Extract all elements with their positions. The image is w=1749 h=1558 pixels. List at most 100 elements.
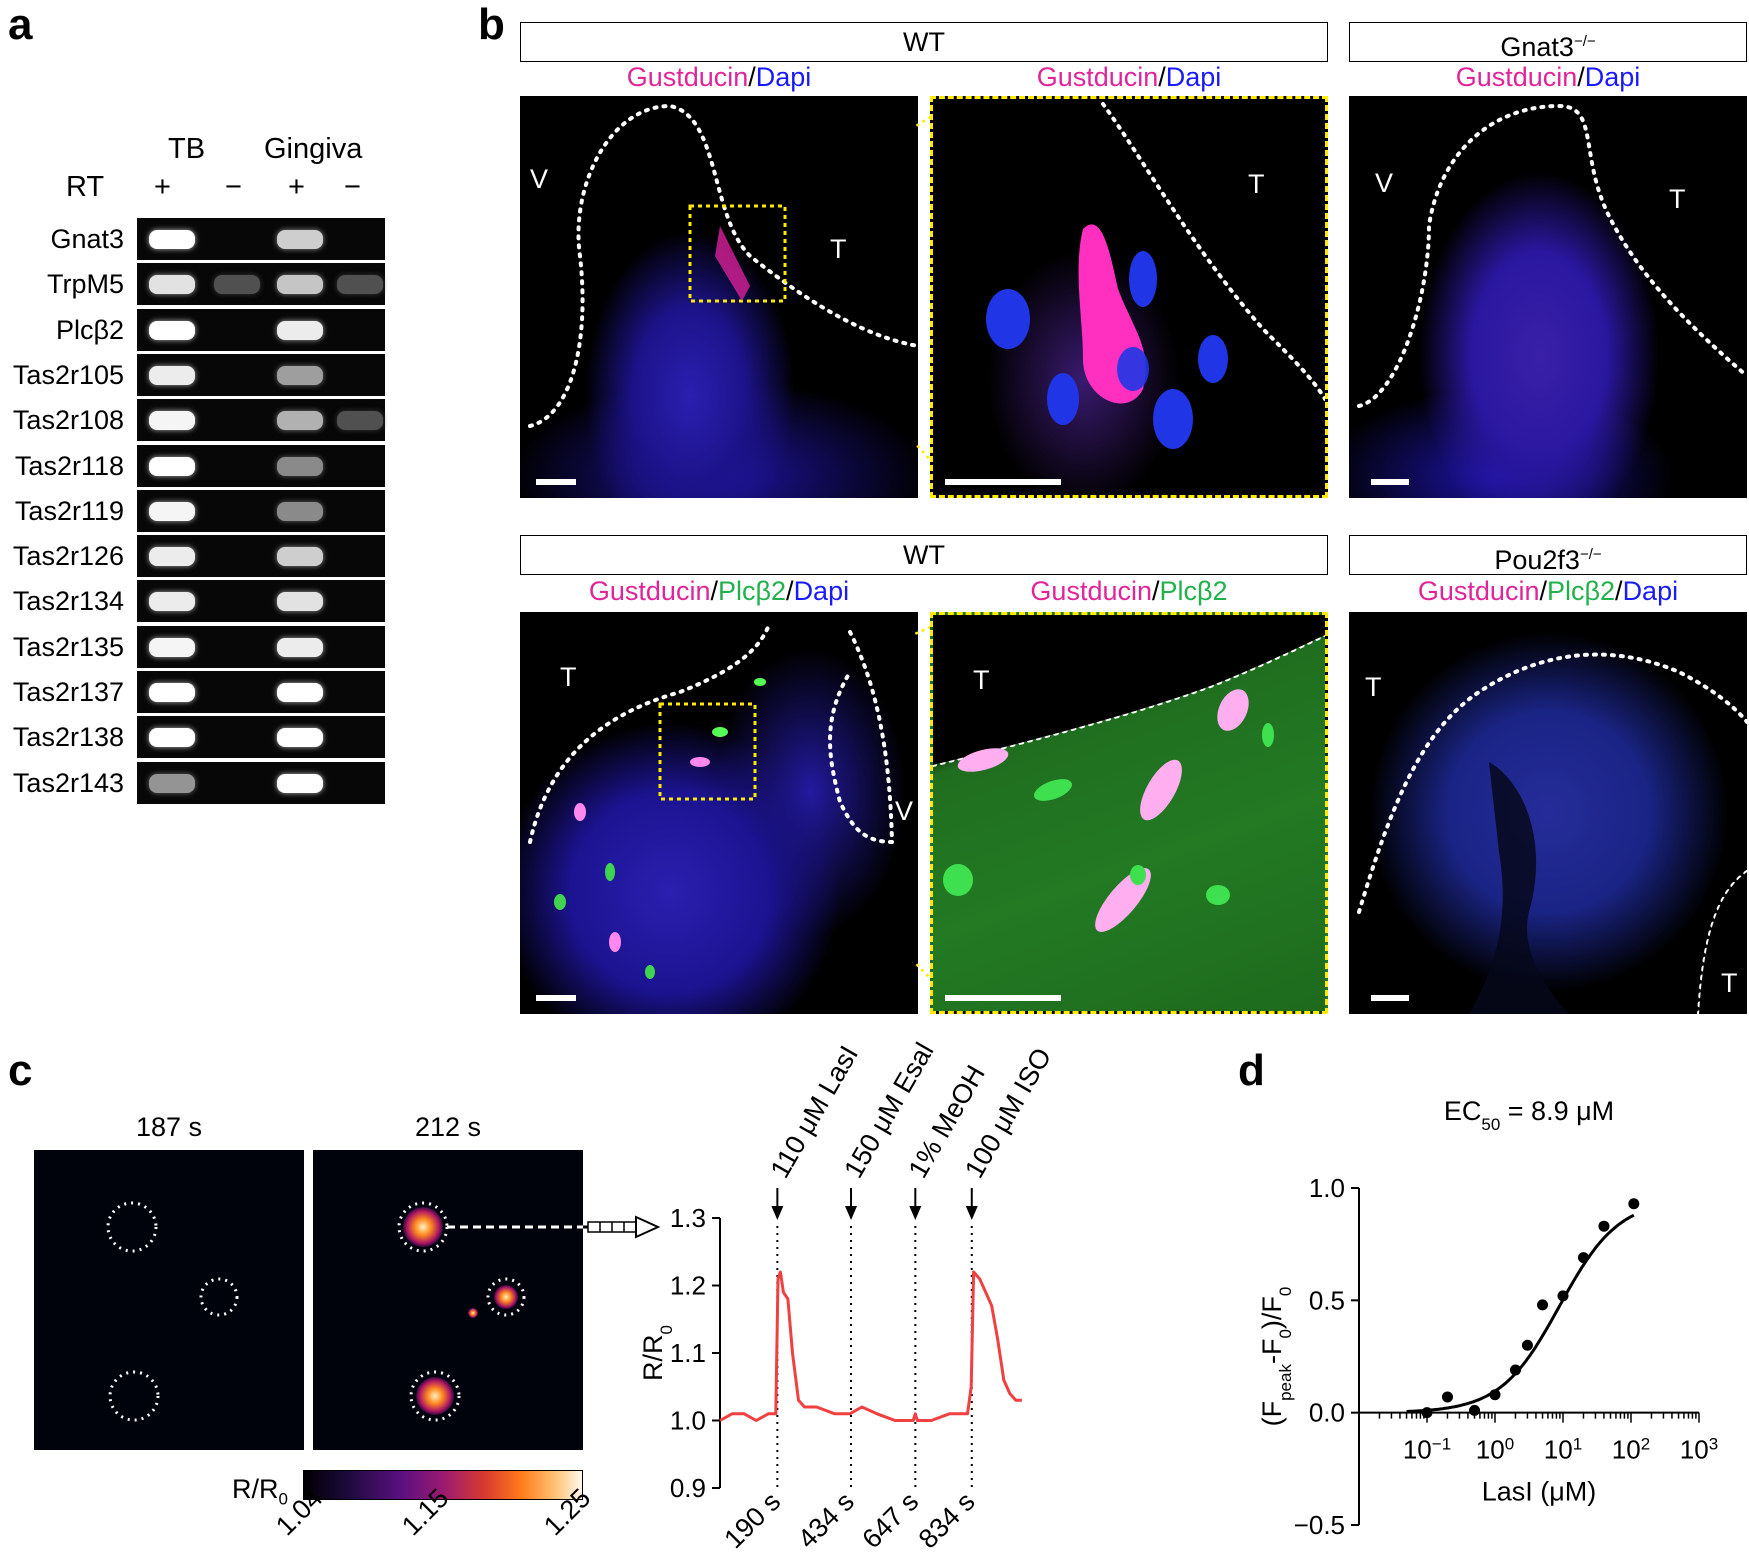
time-label-187: 187 s <box>135 1112 203 1142</box>
gel-band <box>149 230 195 249</box>
gel-band <box>277 547 323 567</box>
panel-letter-a: a <box>8 0 33 49</box>
y-tick-label: 1.1 <box>670 1338 706 1368</box>
y-tick-label: 1.0 <box>670 1406 706 1436</box>
data-point <box>1598 1220 1610 1232</box>
gel-band <box>337 411 383 431</box>
y-axis-label-part: -F <box>1257 1339 1287 1364</box>
event-tick-label: 647 s <box>856 1486 924 1554</box>
calcium-image-187s <box>34 1150 304 1450</box>
gel-band <box>149 637 195 657</box>
y-axis-label-part: )/F <box>1257 1296 1287 1329</box>
gel-lane-strip <box>137 761 385 804</box>
gel-band <box>277 501 323 521</box>
y-axis-label-part: 0 <box>1276 1287 1295 1296</box>
event-arrow-head <box>771 1206 784 1220</box>
micrograph-wt-gustducin: V T <box>520 96 918 498</box>
y-tick-label: 1.2 <box>670 1271 706 1301</box>
event-label: 100 μM ISO <box>959 1043 1057 1183</box>
stain-gustducin: Gustducin <box>1036 62 1159 92</box>
gel-row-label: TrpM5 <box>46 269 124 300</box>
gel-band <box>149 456 195 476</box>
label-v: V <box>1375 168 1394 198</box>
header-wt-row1: WT <box>520 22 1328 62</box>
data-point <box>1557 1290 1569 1302</box>
gel-band <box>277 728 323 748</box>
y-tick-label: 0.9 <box>670 1473 706 1503</box>
gel-rt-sign-3: + <box>288 171 305 203</box>
y-axis-label-part: peak <box>1276 1364 1295 1401</box>
stain-slash: / <box>1539 576 1547 606</box>
gel-band <box>277 411 323 431</box>
label-t: T <box>560 662 577 692</box>
gel-band <box>337 275 383 295</box>
panel-letter-b: b <box>478 0 505 49</box>
stain-gustducin: Gustducin <box>1455 62 1578 92</box>
stain-slash: / <box>1152 576 1160 606</box>
dose-response-chart: EC50 = 8.9 μM−0.50.00.51.010−1 100 101 102 1… <box>1257 1096 1718 1540</box>
label-t: T <box>1669 184 1686 214</box>
chart-title-sub: 50 <box>1481 1115 1500 1134</box>
stain-plcb2: Plcβ2 <box>717 576 787 606</box>
stain-dapi: Dapi <box>755 62 812 92</box>
data-point <box>1521 1339 1533 1351</box>
gnat3-ko-sup: −/− <box>1573 33 1596 50</box>
stain-slash: / <box>748 62 756 92</box>
scale-bar <box>1371 995 1409 1001</box>
gel-lane-strip <box>137 489 385 532</box>
pou2f3-ko-name: Pou2f3 <box>1494 545 1580 575</box>
stain-slash: / <box>1615 576 1623 606</box>
gel-col-group-gingiva: Gingiva <box>264 133 363 165</box>
gel-band <box>277 456 323 476</box>
stain-slash: / <box>786 576 794 606</box>
x-tick-exponent: 0 <box>1505 1434 1514 1453</box>
data-point <box>1469 1404 1481 1416</box>
header-pou2f3-ko: Pou2f3−/− <box>1349 535 1747 575</box>
gel-lane-strip <box>137 399 385 442</box>
stain-plcb2: Plcβ2 <box>1159 576 1228 606</box>
data-point <box>1421 1407 1433 1419</box>
event-arrow-head <box>965 1206 978 1220</box>
stain-plcb2: Plcβ2 <box>1546 576 1616 606</box>
colorbar-label-text: R/R <box>232 1474 279 1504</box>
y-axis-label: (Fpeak-F0)/F0 <box>1257 1287 1295 1427</box>
x-tick-exponent: 3 <box>1709 1434 1718 1453</box>
panel-letter-d: d <box>1238 1046 1265 1095</box>
header-wt-row2: WT <box>520 535 1328 575</box>
gel-row-label: Tas2r108 <box>12 405 124 436</box>
x-tick-exponent: 1 <box>1573 1434 1582 1453</box>
y-tick-label: 1.0 <box>1309 1173 1345 1203</box>
gel-band <box>149 501 195 521</box>
gel-band <box>277 275 323 295</box>
gel-lane-strip <box>137 535 385 578</box>
data-point <box>1489 1389 1501 1401</box>
gel-lane-strip <box>137 308 385 351</box>
x-tick-label: 10−1 <box>1403 1434 1451 1465</box>
gnat3-ko-name: Gnat3 <box>1500 32 1574 62</box>
gel-band <box>277 592 323 612</box>
y-tick-label: 1.3 <box>670 1203 706 1233</box>
stain-gustducin: Gustducin <box>1417 576 1540 606</box>
stain-row1-img2: Gustducin/Dapi <box>930 62 1328 93</box>
stain-gustducin: Gustducin <box>1030 576 1152 606</box>
gel-band <box>277 637 323 657</box>
data-point <box>1441 1391 1453 1403</box>
stain-row1-img1: Gustducin/Dapi <box>520 62 918 93</box>
gel-rt-sign-2: − <box>225 171 242 203</box>
gel-lane-strip <box>137 263 385 306</box>
gel-band <box>277 683 323 702</box>
gel-band <box>149 365 195 385</box>
gel-row-label: Tas2r126 <box>12 541 124 572</box>
data-point <box>1577 1252 1589 1264</box>
gel-row-label: Tas2r135 <box>12 631 124 662</box>
micrograph-pou2f3-ko-gustducin-plcb2: T T <box>1349 612 1747 1014</box>
stain-gustducin: Gustducin <box>588 576 711 606</box>
gel-band <box>149 411 195 431</box>
gel-panel: TB Gingiva RT + − + − Gnat3 TrpM5 Plcβ2 Tas… <box>0 0 400 820</box>
label-v: V <box>530 164 549 194</box>
gel-col-group-tb: TB <box>168 133 206 165</box>
colorbar-label: R/R0 <box>232 1474 288 1509</box>
gel-rt-label: RT <box>66 171 105 203</box>
x-tick-label: 101 <box>1544 1434 1582 1465</box>
